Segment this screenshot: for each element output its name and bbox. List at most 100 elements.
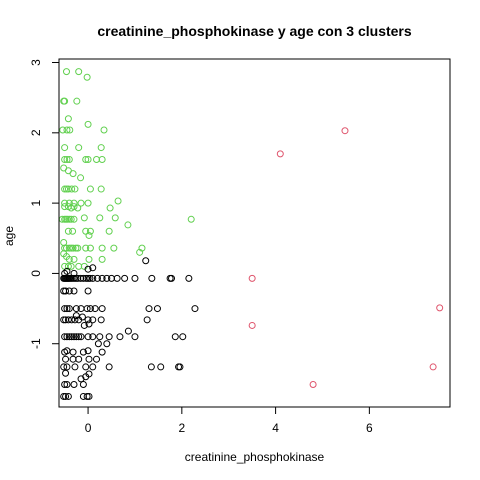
data-point bbox=[145, 305, 153, 313]
data-point bbox=[71, 363, 79, 371]
data-point bbox=[89, 363, 97, 371]
data-point bbox=[191, 305, 199, 313]
data-point bbox=[69, 227, 77, 235]
data-point bbox=[124, 327, 132, 335]
data-point bbox=[136, 248, 144, 256]
data-point bbox=[80, 321, 88, 329]
data-point bbox=[61, 203, 69, 211]
data-point bbox=[75, 68, 83, 76]
data-point bbox=[63, 68, 70, 76]
x-axis-label: creatinine_phosphokinase bbox=[185, 450, 325, 464]
data-point bbox=[70, 287, 78, 295]
data-point bbox=[131, 333, 139, 341]
data-point bbox=[113, 274, 121, 282]
y-tick-label: 3 bbox=[29, 59, 43, 66]
data-point bbox=[84, 347, 92, 355]
data-point bbox=[85, 370, 93, 378]
points-layer bbox=[58, 68, 444, 400]
data-point bbox=[63, 215, 71, 223]
data-point bbox=[65, 287, 73, 295]
data-point bbox=[309, 381, 317, 388]
data-point bbox=[68, 185, 76, 193]
data-point bbox=[61, 97, 69, 105]
data-point bbox=[89, 274, 97, 282]
data-point bbox=[69, 170, 77, 178]
data-point bbox=[64, 392, 72, 400]
data-point bbox=[74, 244, 82, 252]
data-point bbox=[94, 340, 102, 348]
data-point bbox=[341, 127, 349, 135]
data-point bbox=[103, 340, 111, 348]
data-point bbox=[67, 262, 75, 270]
data-point bbox=[83, 73, 91, 81]
data-point bbox=[70, 203, 78, 211]
data-point bbox=[70, 381, 78, 388]
x-tick-label: 0 bbox=[85, 421, 92, 435]
data-point bbox=[185, 274, 193, 282]
data-point bbox=[111, 214, 119, 222]
data-point bbox=[89, 316, 97, 324]
data-point bbox=[93, 355, 101, 363]
data-point bbox=[98, 156, 106, 164]
data-point bbox=[63, 381, 71, 388]
data-point bbox=[96, 214, 104, 222]
data-point bbox=[248, 274, 256, 282]
data-point bbox=[64, 262, 72, 270]
data-point bbox=[84, 265, 92, 273]
data-point bbox=[85, 320, 93, 328]
data-point bbox=[82, 244, 90, 252]
data-point bbox=[105, 363, 113, 371]
data-point bbox=[64, 185, 72, 193]
data-point bbox=[106, 204, 114, 212]
data-point bbox=[67, 244, 75, 252]
data-point bbox=[153, 305, 161, 313]
data-point bbox=[103, 274, 111, 282]
data-point bbox=[73, 97, 81, 105]
data-point bbox=[84, 199, 92, 207]
data-point bbox=[85, 255, 93, 263]
data-point bbox=[74, 204, 82, 212]
data-point bbox=[66, 126, 74, 134]
data-point bbox=[69, 244, 77, 252]
data-point bbox=[63, 156, 71, 164]
data-point bbox=[168, 274, 176, 282]
data-point bbox=[68, 333, 76, 341]
data-point bbox=[82, 274, 90, 282]
data-point bbox=[84, 316, 92, 324]
data-point bbox=[110, 244, 118, 252]
data-point bbox=[157, 363, 165, 371]
data-point bbox=[85, 355, 93, 363]
data-point bbox=[79, 348, 87, 356]
data-point bbox=[65, 333, 73, 341]
data-point bbox=[105, 227, 113, 235]
data-point bbox=[67, 215, 75, 223]
data-point bbox=[86, 244, 94, 252]
data-point bbox=[75, 355, 83, 363]
data-point bbox=[91, 305, 99, 313]
data-point bbox=[85, 392, 93, 400]
data-point bbox=[176, 363, 184, 371]
x-tick-label: 2 bbox=[178, 421, 185, 435]
y-tick-label: -1 bbox=[29, 338, 43, 349]
data-point bbox=[63, 267, 71, 275]
data-point bbox=[84, 287, 92, 295]
data-point bbox=[436, 304, 444, 312]
data-point bbox=[429, 363, 437, 371]
data-point bbox=[116, 333, 124, 341]
data-point bbox=[65, 305, 73, 313]
data-point bbox=[64, 115, 72, 123]
data-point bbox=[60, 316, 68, 324]
x-tick-label: 6 bbox=[366, 421, 373, 435]
series-3 bbox=[248, 127, 444, 388]
data-point bbox=[79, 381, 87, 388]
data-point bbox=[98, 274, 106, 282]
data-point bbox=[63, 333, 71, 341]
data-point bbox=[70, 274, 78, 282]
data-point bbox=[62, 369, 70, 377]
data-point bbox=[121, 274, 129, 282]
data-point bbox=[84, 333, 92, 341]
data-point bbox=[84, 274, 92, 282]
data-point bbox=[96, 333, 104, 341]
